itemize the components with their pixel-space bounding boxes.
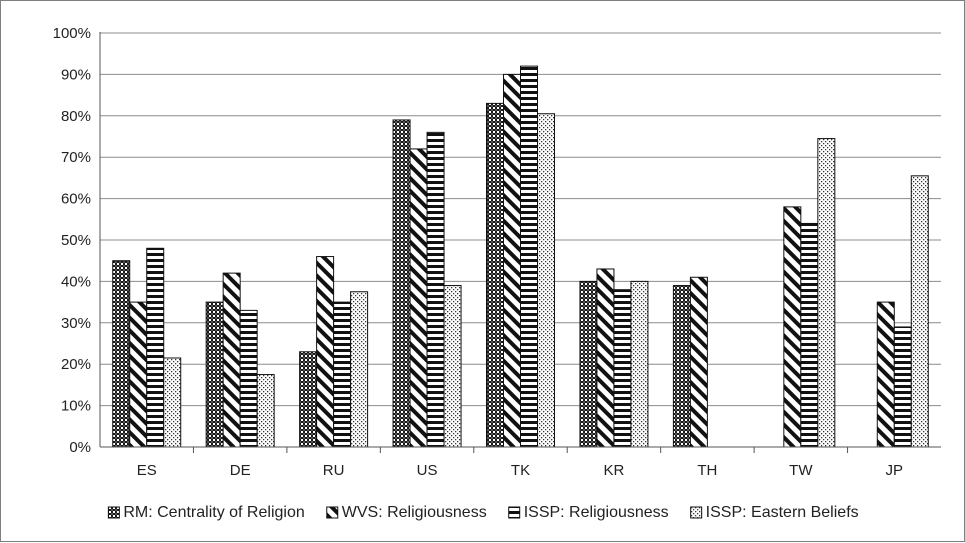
bar (503, 73, 521, 448)
bar (350, 291, 369, 448)
bar (205, 301, 224, 448)
bar (316, 256, 335, 448)
bar (520, 65, 538, 448)
x-tick-label: TH (697, 462, 717, 479)
x-tick-label: KR (604, 462, 625, 479)
legend-swatch (690, 506, 703, 519)
bar (163, 357, 182, 448)
x-tick-label: TK (511, 462, 530, 479)
bar (672, 285, 691, 448)
bar (112, 260, 131, 448)
x-axis-tick-labels: ES DE RU US TK KR TH TW JP (137, 462, 903, 479)
x-tick-label: RU (323, 462, 345, 479)
y-tick-label: 70% (61, 149, 91, 166)
x-tick-label: TW (789, 462, 813, 479)
bars (112, 65, 929, 448)
x-tick-label: ES (137, 462, 157, 479)
x-tick-label: US (417, 462, 438, 479)
y-tick-label: 30% (61, 315, 91, 332)
bar (893, 326, 912, 448)
bar (222, 272, 241, 448)
bar (146, 247, 165, 448)
bar (579, 280, 598, 448)
legend: RM: Centrality of Religion WVS: Religious… (107, 504, 859, 521)
bar (613, 289, 632, 448)
y-tick-label: 60% (61, 191, 91, 208)
bar (630, 280, 649, 448)
bar (817, 138, 836, 448)
legend-swatch (508, 506, 521, 519)
y-tick-label: 0% (69, 439, 91, 456)
legend-label: ISSP: Religiousness (524, 504, 669, 521)
legend-label: WVS: Religiousness (342, 504, 487, 521)
legend-label: RM: Centrality of Religion (123, 504, 304, 521)
bar (299, 351, 318, 448)
y-tick-label: 90% (61, 66, 91, 83)
bar (800, 222, 819, 448)
y-tick-label: 20% (61, 356, 91, 373)
y-tick-label: 50% (61, 232, 91, 249)
legend-swatch (326, 506, 339, 519)
x-tick-label: JP (886, 462, 904, 479)
bar (256, 374, 275, 448)
bar (486, 102, 504, 448)
bar (876, 301, 895, 448)
legend-swatch (107, 506, 120, 519)
legend-label: ISSP: Eastern Beliefs (706, 504, 859, 521)
y-axis-tick-labels: 0% 10% 20% 30% 40% 50% 60% 70% 80% 90% 100% (53, 25, 91, 456)
bar (537, 113, 555, 448)
y-tick-label: 40% (61, 273, 91, 290)
bar (689, 276, 708, 448)
bar (443, 285, 462, 448)
bar (783, 206, 802, 448)
x-tick-label: DE (230, 462, 251, 479)
bar (596, 268, 615, 448)
bar (239, 309, 258, 448)
bar (910, 175, 929, 448)
bar (409, 148, 428, 448)
y-tick-label: 10% (61, 398, 91, 415)
bar (333, 301, 352, 448)
bar (392, 119, 411, 448)
bar (426, 131, 445, 448)
axes (99, 32, 941, 453)
y-tick-label: 80% (61, 108, 91, 125)
bar (129, 301, 148, 448)
y-tick-label: 100% (53, 25, 91, 42)
